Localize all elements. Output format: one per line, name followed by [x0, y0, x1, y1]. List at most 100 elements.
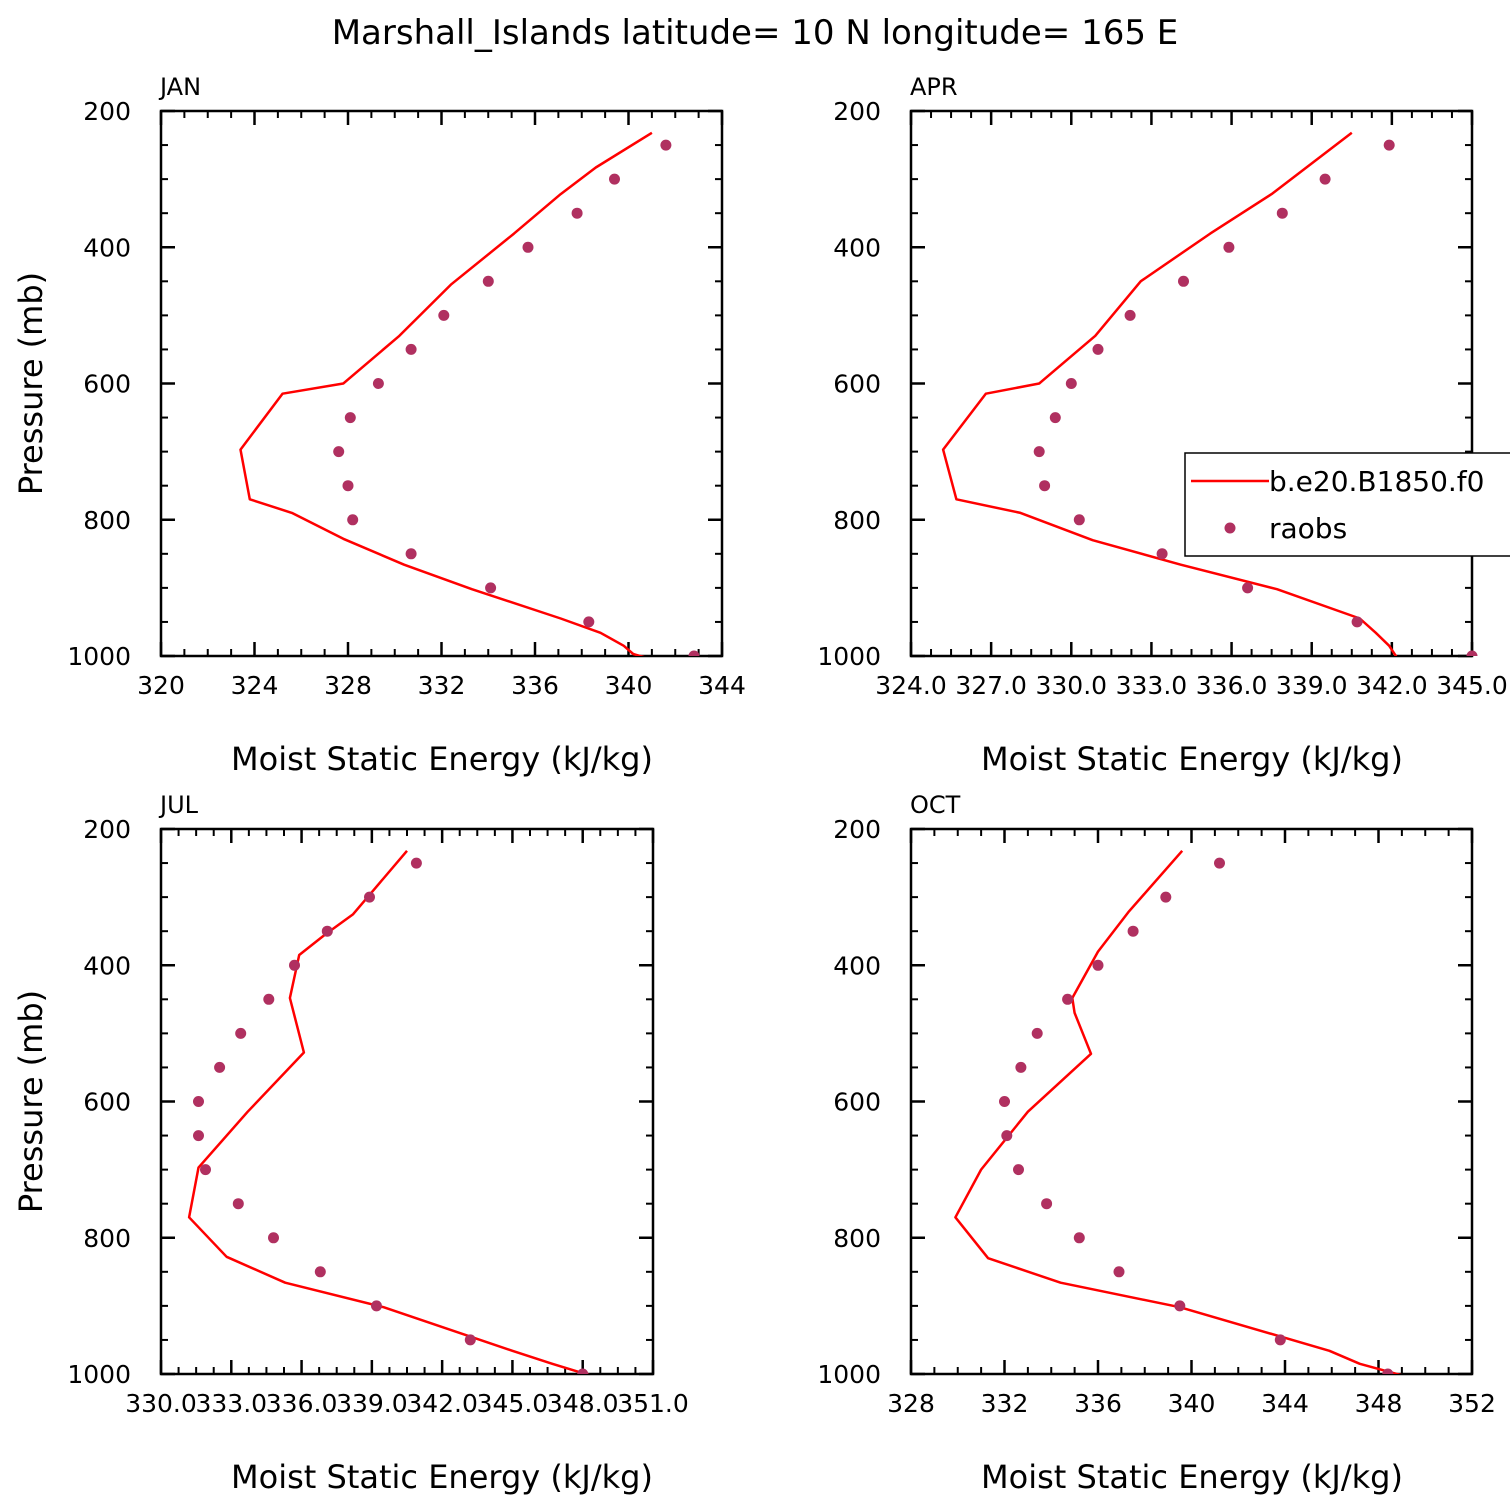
x-axis-title: Moist Static Energy (kJ/kg): [981, 1458, 1403, 1496]
x-tick-label: 330.0: [1035, 671, 1107, 700]
obs-point: [1127, 925, 1139, 937]
obs-point: [371, 1300, 382, 1312]
plot-area: [941, 131, 1478, 656]
obs-point: [1124, 309, 1136, 321]
x-tick-label: 345.0: [1436, 671, 1508, 700]
obs-point: [1039, 480, 1051, 492]
panel-label: JUL: [158, 791, 199, 819]
obs-point: [372, 378, 384, 389]
y-tick-label: 1000: [67, 642, 131, 671]
panel-label: JAN: [158, 73, 201, 101]
y-tick-label: 400: [833, 951, 881, 980]
obs-point: [200, 1164, 211, 1176]
series-line-model: [187, 849, 590, 1374]
obs-point: [405, 343, 417, 355]
obs-point: [1383, 139, 1395, 151]
y-tick-label: 600: [833, 370, 881, 399]
obs-point: [235, 1027, 247, 1039]
panel-jul: JUL 330.0333.0336.0339.0342.0345.0348.035…: [12, 791, 689, 1496]
obs-point: [1073, 514, 1085, 526]
plot-frame: [159, 827, 655, 1376]
obs-point: [1073, 1232, 1085, 1244]
obs-point: [1092, 343, 1104, 355]
x-tick-label: 345.0: [477, 1389, 549, 1418]
y-tick-label: 200: [83, 97, 131, 126]
obs-point: [1178, 275, 1189, 287]
obs-point: [1274, 1334, 1286, 1346]
figure-title: Marshall_Islands latitude= 10 N longitud…: [332, 13, 1179, 53]
x-tick-label: 336: [1074, 1389, 1122, 1418]
obs-point: [364, 891, 375, 903]
legend-label-obs: raobs: [1269, 512, 1347, 545]
x-tick-label: 342.0: [406, 1389, 478, 1418]
obs-point: [1013, 1164, 1024, 1176]
y-tick-label: 400: [833, 233, 881, 262]
obs-point: [688, 650, 700, 656]
x-tick-label: 351.0: [617, 1389, 689, 1418]
plot-area: [954, 849, 1402, 1374]
y-tick-label: 800: [833, 506, 881, 535]
plot-frame: [909, 827, 1474, 1376]
y-tick-label: 1000: [817, 1360, 881, 1389]
x-axis-title: Moist Static Energy (kJ/kg): [981, 740, 1403, 778]
plot-frame: [909, 109, 1474, 658]
x-tick-label: 339.0: [336, 1389, 408, 1418]
x-tick-label: 344: [698, 671, 746, 700]
x-tick-label: 324: [231, 671, 279, 700]
series-line-model: [239, 131, 653, 656]
obs-point: [1041, 1198, 1053, 1210]
y-tick-label: 1000: [67, 1360, 131, 1389]
obs-point: [193, 1130, 204, 1142]
y-axis-title: Pressure (mb): [12, 990, 50, 1213]
obs-point: [1276, 207, 1288, 219]
obs-point: [263, 993, 275, 1005]
obs-point: [268, 1232, 279, 1244]
x-axis-title: Moist Static Energy (kJ/kg): [231, 740, 653, 778]
obs-point: [1031, 1027, 1043, 1039]
obs-point: [342, 480, 354, 492]
obs-point: [583, 616, 595, 628]
y-tick-label: 1000: [817, 642, 881, 671]
x-tick-label: 348.0: [547, 1389, 619, 1418]
x-tick-label: 330.0: [125, 1389, 197, 1418]
legend-marker-swatch: [1224, 522, 1236, 534]
x-tick-label: 332: [981, 1389, 1029, 1418]
panel-label: OCT: [910, 791, 961, 819]
panel-oct: OCT 328 332 336 340 344 348 352 200 400 600 800 1000…: [817, 791, 1495, 1496]
series-line-model: [941, 131, 1398, 656]
obs-point: [344, 412, 356, 424]
obs-point: [1092, 959, 1104, 971]
x-tick-label: 340: [1168, 1389, 1216, 1418]
obs-point: [482, 275, 494, 287]
x-tick-label: 339.0: [1276, 671, 1348, 700]
obs-point: [1033, 446, 1045, 458]
x-tick-label: 344: [1261, 1389, 1309, 1418]
obs-point: [1001, 1130, 1013, 1142]
obs-point: [1382, 1368, 1394, 1374]
plot-frame: [159, 109, 724, 658]
obs-point: [405, 548, 417, 560]
x-tick-label: 328: [324, 671, 372, 700]
obs-point: [1015, 1061, 1027, 1073]
x-tick-label: 336.0: [266, 1389, 338, 1418]
y-tick-label: 200: [833, 815, 881, 844]
y-tick-label: 400: [83, 951, 131, 980]
obs-point: [214, 1061, 226, 1073]
x-axis-title: Moist Static Energy (kJ/kg): [231, 1458, 653, 1496]
obs-point: [314, 1266, 326, 1278]
obs-point: [1062, 993, 1074, 1005]
obs-point: [577, 1368, 589, 1374]
obs-point: [410, 857, 422, 869]
y-tick-label: 400: [83, 233, 131, 262]
obs-point: [1049, 412, 1061, 424]
obs-point: [999, 1096, 1010, 1107]
obs-point: [438, 309, 450, 321]
y-tick-label: 200: [83, 815, 131, 844]
obs-point: [289, 959, 300, 971]
panel-jan: JAN 320 324 328 332 336 340 344 200 400 600 800 1000…: [12, 73, 746, 778]
obs-point: [1113, 1266, 1125, 1278]
obs-point: [1466, 650, 1478, 656]
x-tick-label: 327.0: [955, 671, 1027, 700]
obs-point: [232, 1198, 244, 1210]
legend: b.e20.B1850.f0 raobs: [1184, 452, 1510, 557]
